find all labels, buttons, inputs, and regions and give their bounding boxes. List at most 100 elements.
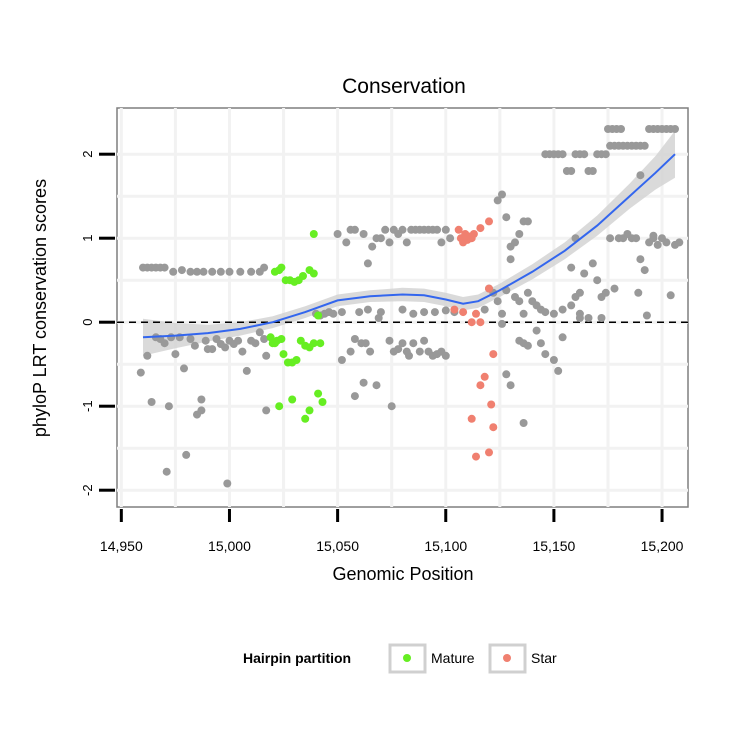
point-other	[498, 309, 506, 318]
point-mature	[309, 269, 318, 278]
legend-label-star: Star	[531, 650, 557, 666]
point-other	[515, 297, 524, 306]
point-other	[536, 339, 545, 348]
point-other	[523, 217, 532, 226]
point-other	[242, 366, 251, 375]
point-other	[162, 467, 171, 476]
point-star	[459, 308, 468, 317]
point-other	[193, 267, 201, 276]
point-other	[255, 328, 264, 337]
point-other	[567, 167, 576, 175]
point-other	[580, 150, 589, 159]
point-star	[485, 448, 493, 457]
point-star	[485, 284, 493, 293]
point-other	[409, 339, 418, 348]
legend-title: Hairpin partition	[243, 650, 351, 666]
point-star	[454, 225, 463, 234]
point-star	[476, 381, 485, 390]
y-tick-label: 0	[80, 319, 95, 326]
point-other	[381, 225, 390, 234]
point-other	[236, 267, 245, 276]
x-tick-label: 15,000	[208, 538, 251, 554]
point-star	[467, 318, 476, 327]
point-other	[180, 364, 188, 373]
point-other	[402, 238, 411, 247]
point-other	[519, 309, 528, 318]
point-other	[329, 309, 338, 318]
point-other	[634, 288, 643, 297]
point-other	[498, 190, 506, 199]
point-star	[450, 305, 459, 314]
point-other	[506, 242, 515, 251]
point-other	[262, 406, 271, 415]
point-other	[601, 150, 610, 159]
point-other	[363, 259, 372, 268]
y-tick-label: -2	[80, 484, 95, 496]
point-other	[385, 238, 394, 247]
point-other	[169, 267, 178, 276]
point-other	[636, 255, 645, 264]
point-other	[541, 350, 550, 359]
point-other	[532, 326, 541, 335]
point-other	[515, 230, 524, 238]
point-star	[472, 309, 480, 318]
point-other	[177, 266, 186, 275]
point-other	[201, 336, 210, 345]
point-other	[480, 305, 489, 314]
point-mature	[318, 398, 327, 406]
point-other	[441, 351, 450, 360]
point-other	[523, 288, 532, 297]
legend: Hairpin partition Mature Star	[243, 643, 557, 674]
point-star	[489, 350, 498, 359]
point-other	[262, 351, 271, 360]
y-tick-label: 1	[80, 235, 95, 242]
point-other	[409, 309, 418, 318]
point-other	[415, 347, 424, 356]
point-other	[584, 314, 593, 322]
point-star	[476, 224, 485, 233]
point-mature	[288, 395, 297, 404]
point-mature	[305, 406, 314, 415]
point-other	[190, 341, 199, 350]
point-other	[167, 333, 176, 342]
point-other	[617, 125, 625, 133]
point-mature	[299, 272, 307, 280]
point-other	[238, 347, 247, 356]
point-other	[441, 225, 450, 234]
point-other	[437, 238, 446, 247]
point-other	[653, 240, 662, 249]
point-other	[632, 234, 641, 243]
point-other	[346, 347, 355, 356]
point-star	[467, 414, 476, 423]
point-other	[662, 238, 671, 247]
point-other	[575, 288, 584, 297]
point-other	[186, 267, 195, 276]
point-other	[558, 333, 567, 342]
point-mature	[316, 339, 325, 348]
point-other	[376, 308, 385, 317]
point-other	[567, 263, 576, 272]
legend-label-mature: Mature	[431, 650, 475, 666]
point-star	[487, 400, 496, 409]
point-other	[208, 345, 217, 354]
point-other	[498, 319, 506, 328]
point-other	[558, 305, 567, 314]
point-mature	[314, 311, 323, 320]
x-tick-label: 15,200	[641, 538, 684, 554]
point-other	[398, 225, 407, 234]
point-other	[136, 368, 145, 377]
point-mature	[309, 230, 318, 238]
point-star	[472, 452, 480, 461]
point-other	[593, 276, 602, 285]
point-other	[506, 255, 515, 264]
point-other	[649, 231, 658, 240]
point-other	[567, 301, 576, 310]
point-other	[186, 335, 195, 343]
point-other	[337, 308, 346, 317]
legend-dot-star	[503, 654, 511, 662]
point-star	[489, 423, 498, 432]
point-other	[160, 339, 169, 348]
x-tick-label: 14,950	[100, 538, 143, 554]
point-other	[385, 336, 394, 345]
x-tick-label: 15,150	[532, 538, 575, 554]
